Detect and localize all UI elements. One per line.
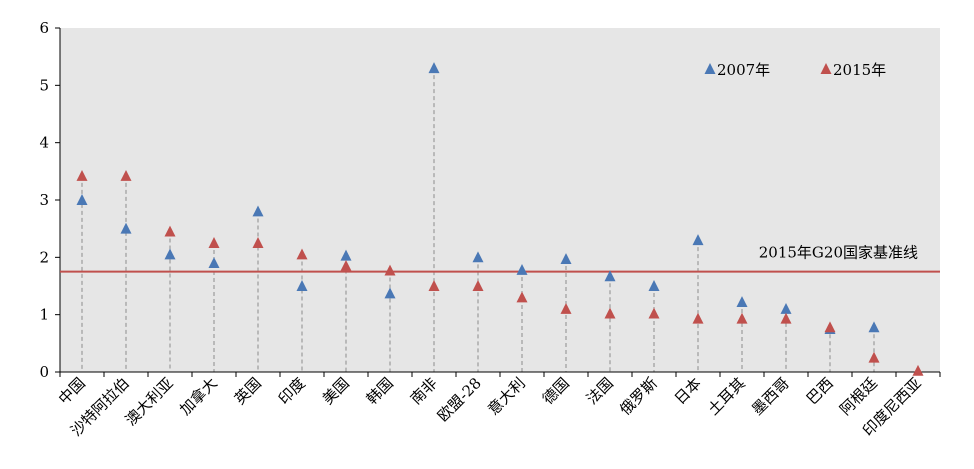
x-category-label: 法国 bbox=[583, 374, 617, 408]
legend-marker-2007 bbox=[704, 63, 716, 74]
legend-marker-2015 bbox=[820, 63, 832, 74]
marker-2007 bbox=[296, 280, 308, 291]
marker-2007 bbox=[692, 234, 704, 246]
drop-lines bbox=[81, 68, 919, 372]
y-tick-label: 1 bbox=[39, 306, 49, 324]
marker-2007 bbox=[252, 205, 264, 217]
x-category-label: 日本 bbox=[671, 374, 705, 408]
marker-2015 bbox=[120, 169, 132, 181]
marker-2007 bbox=[648, 280, 660, 291]
plot-area bbox=[60, 28, 940, 372]
x-category-label: 澳大利亚 bbox=[122, 374, 177, 429]
y-tick-label: 6 bbox=[39, 19, 49, 37]
x-category-label: 韩国 bbox=[363, 374, 397, 408]
marker-2015 bbox=[76, 169, 88, 181]
x-category-label: 俄罗斯 bbox=[616, 374, 661, 419]
y-tick-label: 5 bbox=[39, 76, 49, 94]
x-category-label: 中国 bbox=[55, 374, 89, 408]
legend-label-2007: 2007年 bbox=[717, 61, 770, 79]
marker-2007 bbox=[604, 270, 616, 282]
marker-2015 bbox=[736, 312, 748, 324]
x-category-label: 巴西 bbox=[803, 374, 837, 408]
marker-2015 bbox=[516, 291, 528, 303]
x-category-label: 欧盟-28 bbox=[434, 374, 485, 425]
marker-2007 bbox=[560, 253, 572, 265]
marker-2007 bbox=[472, 251, 484, 263]
x-category-label: 印度 bbox=[275, 374, 309, 408]
x-category-label: 意大利 bbox=[484, 374, 529, 419]
marker-2015 bbox=[824, 321, 836, 333]
marker-2007 bbox=[208, 257, 220, 269]
marker-2015 bbox=[340, 259, 352, 271]
x-category-label: 土耳其 bbox=[704, 374, 749, 419]
legend-label-2015: 2015年 bbox=[833, 61, 886, 79]
marker-2015 bbox=[560, 302, 572, 314]
marker-2015 bbox=[208, 237, 220, 248]
legend: 2007年 2015年 bbox=[704, 61, 886, 79]
marker-2007 bbox=[384, 287, 396, 299]
marker-2015 bbox=[692, 312, 704, 324]
marker-2007 bbox=[120, 222, 132, 234]
y-tick-label: 4 bbox=[39, 134, 49, 152]
marker-2015 bbox=[780, 312, 792, 324]
y-tick-label: 3 bbox=[39, 191, 49, 209]
x-category-label: 英国 bbox=[231, 374, 265, 408]
reference-line-label: 2015年G20国家基准线 bbox=[759, 244, 918, 262]
marker-2007 bbox=[76, 194, 88, 205]
reference-line-group: 2015年G20国家基准线 bbox=[60, 244, 940, 273]
x-category-label: 墨西哥 bbox=[748, 374, 793, 419]
x-category-label: 德国 bbox=[539, 374, 573, 408]
marker-2015 bbox=[472, 280, 484, 291]
marker-2007 bbox=[868, 321, 880, 333]
marker-2015 bbox=[296, 248, 308, 260]
data-markers bbox=[76, 62, 924, 376]
marker-2007 bbox=[780, 302, 792, 314]
x-category-label: 加拿大 bbox=[176, 374, 221, 419]
x-category-label: 南非 bbox=[407, 374, 441, 408]
marker-2015 bbox=[252, 237, 264, 248]
marker-2007 bbox=[516, 263, 528, 275]
marker-2015 bbox=[868, 351, 880, 363]
marker-2007 bbox=[164, 248, 176, 260]
marker-2007 bbox=[340, 249, 352, 261]
marker-2015 bbox=[604, 307, 616, 319]
marker-2007 bbox=[428, 62, 440, 74]
marker-2015 bbox=[428, 280, 440, 291]
y-tick-label: 0 bbox=[39, 363, 49, 381]
x-category-label: 美国 bbox=[319, 374, 353, 408]
marker-2015 bbox=[384, 264, 396, 276]
marker-2007 bbox=[736, 296, 748, 308]
marker-2015 bbox=[912, 364, 924, 376]
y-tick-label: 2 bbox=[39, 248, 49, 266]
marker-2015 bbox=[164, 225, 176, 237]
marker-2015 bbox=[648, 307, 660, 319]
